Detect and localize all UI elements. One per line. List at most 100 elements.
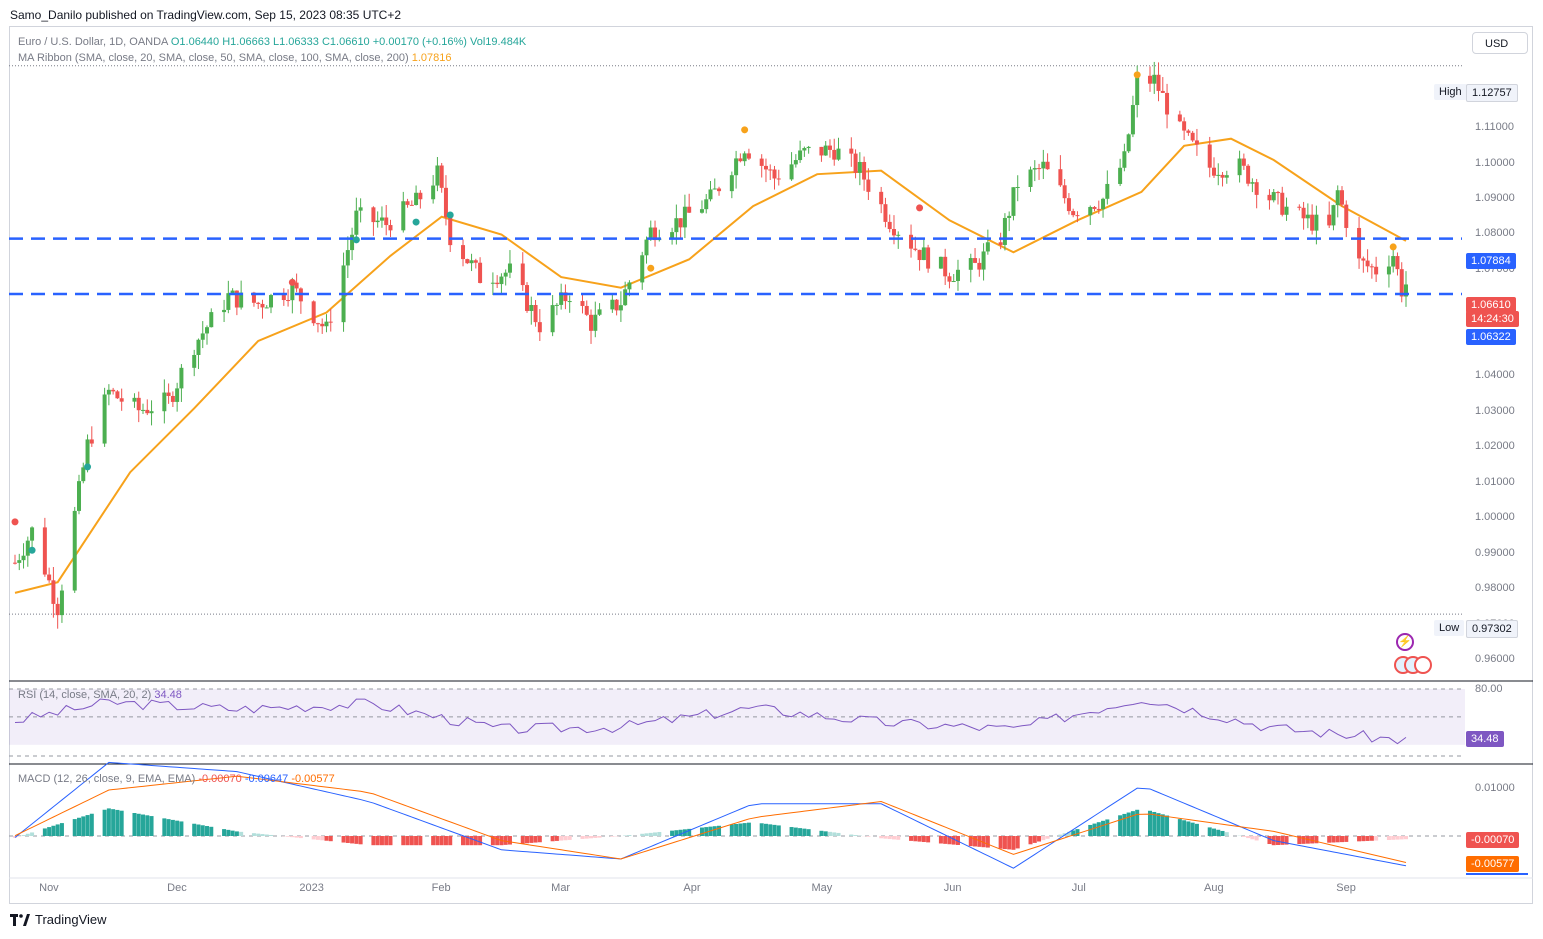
candle-down: [563, 292, 568, 302]
candle-up: [742, 153, 747, 162]
brand-footer[interactable]: TradingView: [10, 912, 107, 927]
candle-up: [802, 148, 807, 151]
candle-down: [717, 188, 722, 192]
candle-down: [917, 249, 922, 261]
candle-down: [913, 248, 918, 250]
macd-histogram-bar: [42, 828, 47, 836]
macd-histogram-bar: [294, 836, 299, 838]
rsi-legend: RSI (14, close, SMA, 20, 2) 34.48: [18, 689, 182, 701]
macd-histogram-bar: [1267, 836, 1272, 845]
macd-histogram-bar: [324, 836, 329, 841]
macd-histogram-bar: [1369, 836, 1374, 841]
macd-histogram-bar: [559, 836, 564, 841]
candle-up: [490, 282, 495, 284]
candle-down: [461, 245, 466, 260]
candle-up: [644, 239, 649, 256]
macd-histogram-bar: [89, 813, 94, 836]
macd-histogram-bar: [1395, 836, 1400, 840]
candle-up: [623, 289, 628, 306]
macd-histogram-bar: [354, 836, 359, 844]
macd-histogram-bar: [1254, 836, 1259, 841]
macd-histogram-bar: [1118, 815, 1123, 836]
macd-histogram-bar: [1058, 834, 1063, 836]
macd-histogram-bar: [230, 830, 235, 836]
macd-histogram-bar: [1182, 820, 1187, 836]
macd-histogram-bar: [653, 832, 658, 836]
macd-histogram-bar: [286, 836, 291, 837]
ma-label: MA Ribbon (SMA, close, 20, SMA, close, 5…: [18, 52, 409, 64]
candle-down: [1339, 190, 1344, 205]
macd-histogram-bar: [141, 814, 146, 836]
macd-histogram-bar: [25, 833, 30, 836]
candle-down: [853, 153, 858, 173]
macd-histogram-bar: [789, 827, 794, 836]
candle-down: [315, 323, 320, 325]
macd-histogram-bar: [819, 830, 824, 836]
macd-histogram-bar: [209, 826, 214, 836]
currency-button[interactable]: USD: [1472, 32, 1528, 54]
candle-down: [251, 292, 256, 303]
macd-histogram-bar: [77, 817, 82, 836]
candle-down: [525, 285, 530, 311]
macd-histogram-bar: [926, 836, 931, 843]
macd-histogram-bar: [1122, 813, 1127, 836]
signal-dot: [28, 546, 36, 554]
candle-down: [973, 258, 978, 263]
candle-down: [1246, 165, 1251, 184]
candle-down: [55, 603, 60, 616]
macd-histogram-bar: [529, 836, 534, 843]
macd-histogram-bar: [1399, 836, 1404, 840]
macd-histogram-bar: [985, 836, 990, 848]
macd-histogram-bar: [388, 836, 393, 846]
candle-down: [256, 302, 261, 304]
price-axis-tick: 1.00000: [1475, 511, 1515, 524]
event-flag-icon[interactable]: [1414, 656, 1432, 674]
macd-histogram-bar: [917, 836, 922, 842]
macd-histogram-bar: [1011, 836, 1016, 850]
candle-up: [1237, 158, 1242, 176]
chart-frame[interactable]: [9, 26, 1533, 904]
candle-down: [388, 225, 393, 231]
macd-histogram-bar: [21, 835, 26, 836]
macd-histogram-bar: [260, 834, 265, 836]
candle-up: [1101, 198, 1106, 210]
candle-up: [175, 388, 180, 402]
candle-up: [226, 293, 231, 310]
macd-histogram-bar: [358, 836, 363, 845]
macd-histogram-bar: [1075, 829, 1080, 836]
publisher-line: Samo_Danilo published on TradingView.com…: [10, 8, 402, 22]
macd-histogram-bar: [648, 832, 653, 836]
candle-down: [1369, 266, 1374, 268]
candle-down: [1194, 140, 1199, 145]
candle-up: [1386, 266, 1391, 275]
candle-up: [354, 210, 359, 235]
lightning-icon[interactable]: ⚡: [1396, 633, 1414, 651]
candle-down: [520, 263, 525, 286]
time-axis-tick: Dec: [167, 882, 187, 894]
candle-down: [1399, 269, 1404, 297]
macd-histogram-bar: [1211, 828, 1216, 836]
macd-histogram-bar: [315, 836, 320, 840]
main-legend: Euro / U.S. Dollar, 1D, OANDA O1.06440 H…: [18, 36, 526, 48]
macd-histogram-bar: [1301, 836, 1306, 844]
lower-level-tag: 1.06322: [1466, 329, 1516, 345]
candle-up: [554, 304, 559, 306]
macd-histogram-bar: [879, 836, 884, 839]
macd-histogram-bar: [1092, 823, 1097, 836]
candle-down: [136, 397, 141, 411]
macd-histogram-bar: [269, 834, 274, 836]
macd-histogram-bar: [776, 825, 781, 836]
candle-down: [1301, 207, 1306, 219]
candle-up: [1041, 161, 1046, 169]
macd-histogram-bar: [896, 836, 901, 840]
macd-histogram-bar: [738, 823, 743, 836]
macd-histogram-bar: [106, 808, 111, 836]
time-axis-tick: Mar: [551, 882, 571, 894]
macd-histogram-bar: [678, 829, 683, 836]
candle-down: [943, 256, 948, 277]
candle-down: [977, 262, 982, 270]
price-axis-tick: 1.10000: [1475, 156, 1515, 169]
candle-down: [533, 304, 538, 323]
candle-up: [196, 339, 201, 355]
